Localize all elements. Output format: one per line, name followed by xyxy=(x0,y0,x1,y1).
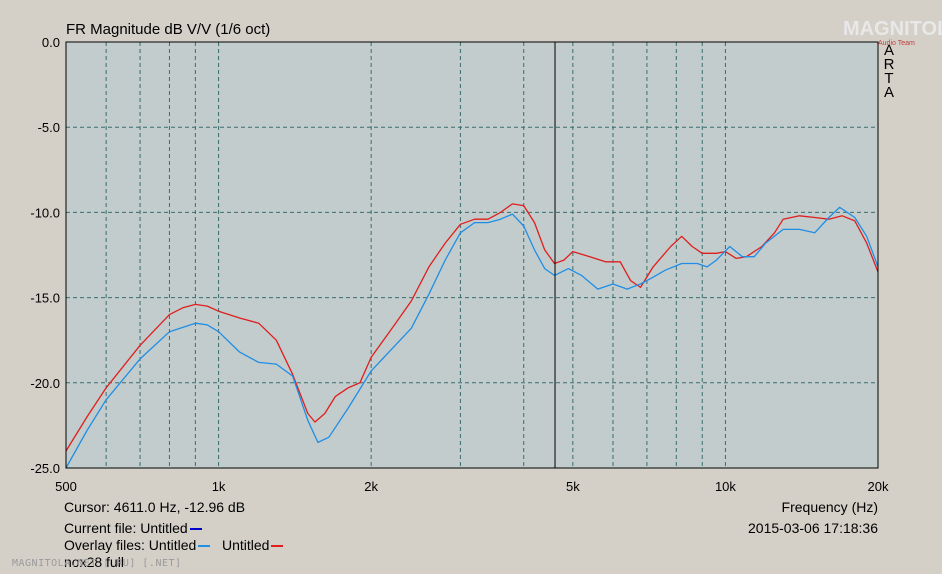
x-tick-label: 2k xyxy=(364,479,378,494)
y-tick-label: -25.0 xyxy=(30,461,60,476)
magnitola-logo: MAGNITOLA xyxy=(843,18,942,40)
overlay-swatch-blue xyxy=(198,545,211,548)
overlay-label: Overlay files: Untitled xyxy=(64,537,197,553)
series-line-1 xyxy=(65,206,879,469)
arta-letter: R xyxy=(883,56,895,73)
y-axis-ticks: 0.0 -5.0 -10.0 -15.0 -20.0 -25.0 xyxy=(30,35,60,476)
x-tick-label: 10k xyxy=(715,479,736,494)
arta-letter: T xyxy=(884,70,894,87)
overlay-swatch-red xyxy=(271,545,284,548)
x-axis-ticks: 500 1k 2k 5k 10k 20k xyxy=(55,479,889,494)
current-file-label: Current file: Untitled xyxy=(64,520,188,536)
x-tick-label: 1k xyxy=(212,479,226,494)
series-line-0 xyxy=(65,203,879,452)
arta-vertical-label: A R T A xyxy=(882,42,896,101)
file-note: nox28 full xyxy=(64,554,124,570)
y-tick-label: 0.0 xyxy=(42,35,60,50)
y-tick-label: -15.0 xyxy=(30,291,60,306)
x-tick-label: 20k xyxy=(868,479,889,494)
plot-frame xyxy=(65,41,879,469)
chart-title: FR Magnitude dB V/V (1/6 oct) xyxy=(66,21,271,38)
current-file-swatch xyxy=(189,528,202,531)
frequency-axis-label: Frequency (Hz) xyxy=(781,499,878,515)
watermark: MAGNITOLA.NET [.RU] [.NET] xyxy=(12,558,182,569)
x-tick-label: 500 xyxy=(55,479,77,494)
y-tick-label: -20.0 xyxy=(30,376,60,391)
series-lines xyxy=(65,203,879,469)
plot-area xyxy=(66,42,878,468)
overlay-files-info: Overlay files: Untitled Untitled xyxy=(64,537,284,553)
cursor-readout: Cursor: 4611.0 Hz, -12.96 dB xyxy=(64,499,246,515)
logo-subtitle: Audio Team xyxy=(878,40,915,47)
timestamp: 2015-03-06 17:18:36 xyxy=(748,520,878,536)
arta-letter: A xyxy=(883,42,894,59)
current-file-info: Current file: Untitled xyxy=(64,520,202,536)
x-tick-label: 5k xyxy=(566,479,580,494)
overlay-second-label: Untitled xyxy=(221,537,270,553)
arta-letter: A xyxy=(883,84,894,101)
y-tick-label: -5.0 xyxy=(38,120,60,135)
y-tick-label: -10.0 xyxy=(30,205,60,220)
